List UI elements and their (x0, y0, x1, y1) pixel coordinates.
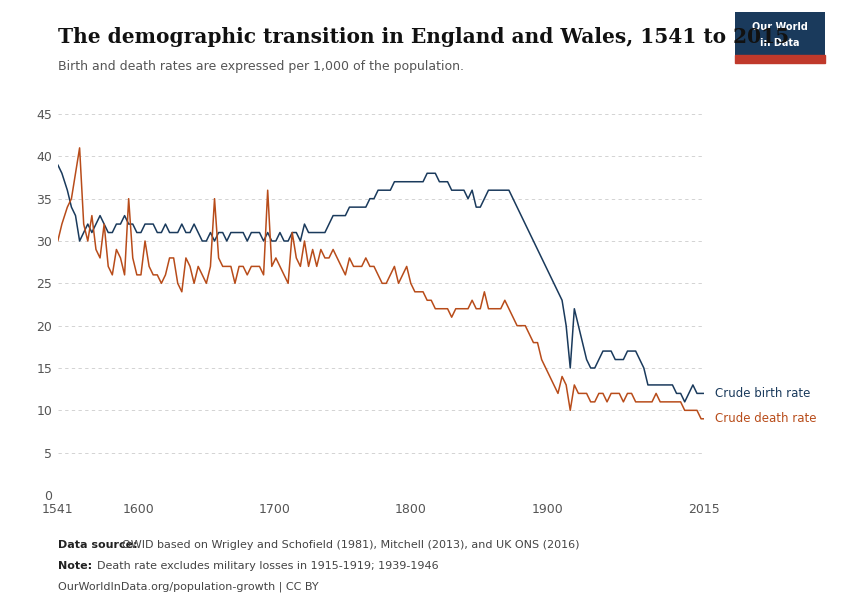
Text: OWID based on Wrigley and Schofield (1981), Mitchell (2013), and UK ONS (2016): OWID based on Wrigley and Schofield (198… (122, 540, 580, 550)
Text: OurWorldInData.org/population-growth | CC BY: OurWorldInData.org/population-growth | C… (58, 582, 319, 593)
Text: Birth and death rates are expressed per 1,000 of the population.: Birth and death rates are expressed per … (58, 60, 464, 73)
Text: The demographic transition in England and Wales, 1541 to 2015: The demographic transition in England an… (58, 27, 789, 47)
Bar (735, 55, 824, 63)
Text: Our World: Our World (752, 22, 808, 32)
Text: Note:: Note: (58, 561, 92, 571)
Text: Crude birth rate: Crude birth rate (715, 387, 810, 400)
Text: Crude death rate: Crude death rate (715, 412, 816, 425)
Text: Death rate excludes military losses in 1915-1919; 1939-1946: Death rate excludes military losses in 1… (97, 561, 439, 571)
Text: Data source:: Data source: (58, 540, 138, 550)
Text: in Data: in Data (760, 38, 800, 47)
